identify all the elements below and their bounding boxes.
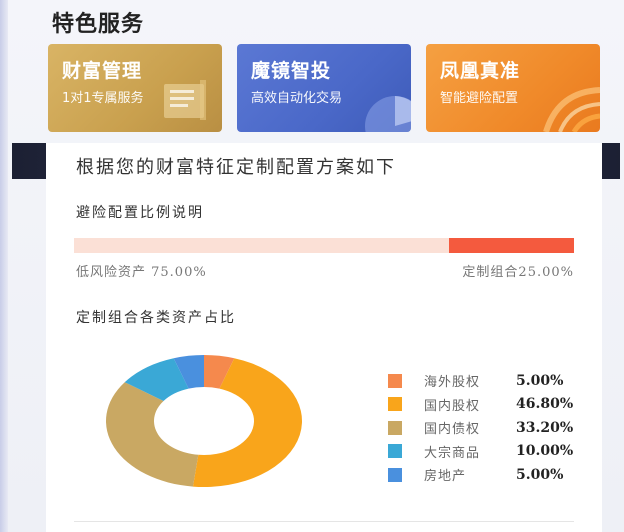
- donut-slice-3: [124, 358, 189, 402]
- legend-item: 房地产 5.00%: [388, 463, 588, 487]
- arc-swirl-icon: [543, 87, 600, 132]
- card-subtitle: 智能避险配置: [440, 91, 519, 106]
- card-subtitle: 高效自动化交易: [251, 91, 343, 106]
- divider: [74, 521, 574, 522]
- legend-value: 46.80%: [516, 396, 574, 413]
- card-subtitle: 1对1专属服务: [62, 91, 144, 106]
- legend-label: 大宗商品: [424, 445, 481, 461]
- left-edge: [0, 0, 8, 532]
- legend-value: 5.00%: [516, 372, 564, 389]
- legend-value: 10.00%: [516, 443, 574, 460]
- legend-value: 33.20%: [516, 419, 574, 436]
- legend-item: 国内债权 33.20%: [388, 416, 588, 440]
- donut-slice-2: [105, 382, 199, 487]
- section-title: 特色服务: [52, 12, 145, 37]
- custom-portfolio-fill: [449, 238, 574, 253]
- ratio-title: 避险配置比例说明: [76, 205, 204, 221]
- legend-swatch: [388, 420, 402, 435]
- legend-item: 大宗商品 10.00%: [388, 440, 588, 464]
- legend-item: 海外股权 5.00%: [388, 369, 588, 393]
- book-icon: [164, 80, 206, 120]
- legend-swatch: [388, 397, 402, 412]
- card-title: 财富管理: [62, 60, 143, 82]
- allocation-donut-chart: [105, 355, 303, 487]
- robo-advisor-card[interactable]: 魔镜智投 高效自动化交易: [237, 44, 411, 132]
- legend-label: 房地产: [424, 469, 467, 485]
- legend-label: 海外股权: [424, 375, 481, 391]
- plan-heading: 根据您的财富特征定制配置方案如下: [76, 157, 396, 178]
- donut-slice-1: [192, 358, 303, 487]
- chart-legend: 海外股权 5.00% 国内股权 46.80% 国内债权 33.20% 大宗商品 10.00% 房…: [388, 369, 588, 487]
- card-title: 凤凰真准: [440, 60, 521, 82]
- legend-value: 5.00%: [516, 466, 564, 483]
- allocation-title: 定制组合各类资产占比: [76, 310, 236, 326]
- low-risk-label: 低风险资产 75.00%: [76, 265, 207, 280]
- legend-label: 国内股权: [424, 398, 481, 414]
- phoenix-card[interactable]: 凤凰真准 智能避险配置: [426, 44, 600, 132]
- custom-portfolio-label: 定制组合25.00%: [462, 265, 574, 280]
- legend-swatch: [388, 444, 402, 459]
- pie-chart-icon: [365, 96, 411, 132]
- legend-swatch: [388, 373, 402, 388]
- card-title: 魔镜智投: [251, 60, 332, 82]
- donut-slice-4: [173, 355, 204, 389]
- legend-label: 国内债权: [424, 422, 481, 438]
- legend-swatch: [388, 467, 402, 482]
- allocation-panel: 根据您的财富特征定制配置方案如下 避险配置比例说明 低风险资产 75.00% 定…: [46, 143, 602, 532]
- wealth-management-card[interactable]: 财富管理 1对1专属服务: [48, 44, 222, 132]
- risk-ratio-bar: [74, 238, 574, 253]
- donut-slice-0: [204, 355, 235, 389]
- legend-item: 国内股权 46.80%: [388, 393, 588, 417]
